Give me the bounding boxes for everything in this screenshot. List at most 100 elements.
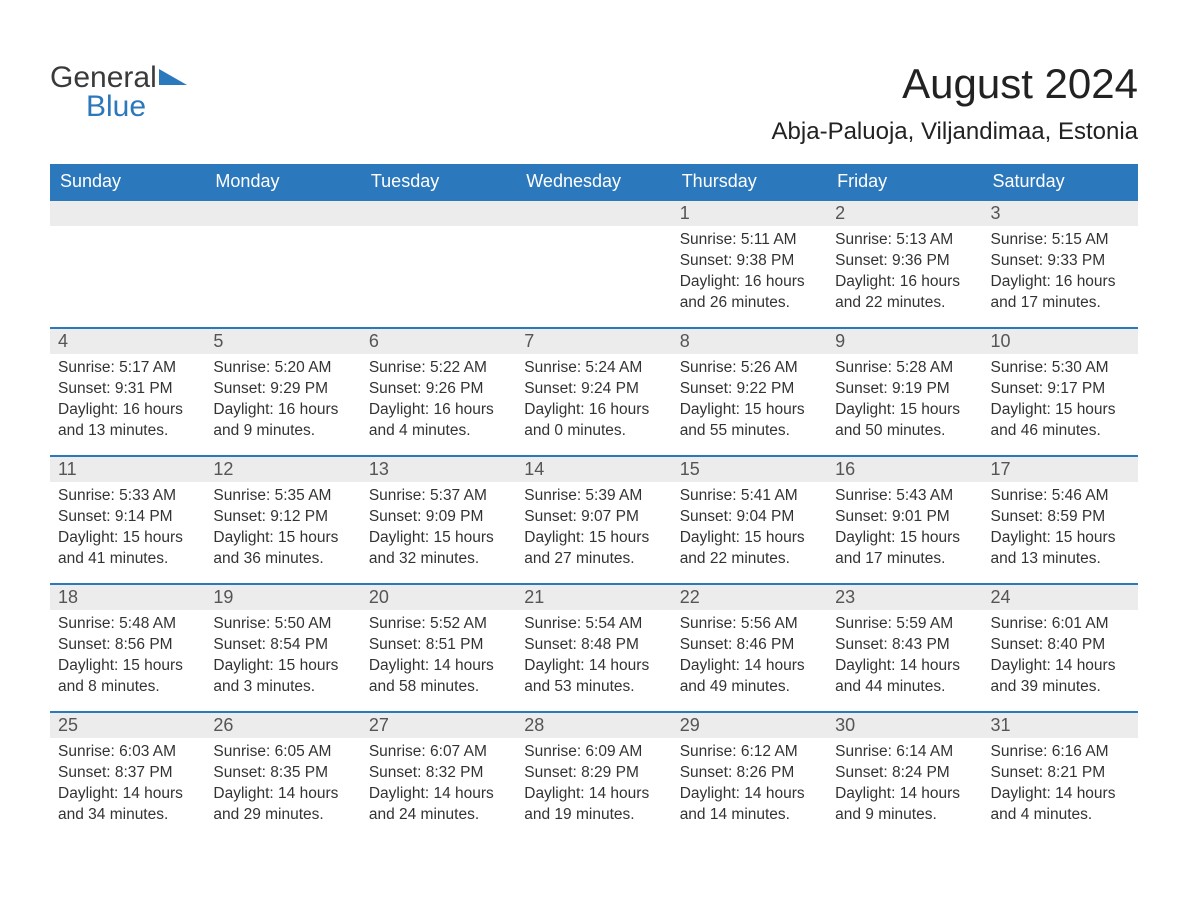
day-number: 26: [205, 713, 360, 738]
day-cell: 19Sunrise: 5:50 AMSunset: 8:54 PMDayligh…: [205, 585, 360, 711]
sunset-line: Sunset: 8:32 PM: [369, 763, 508, 784]
daylight-line: Daylight: 16 hours and 22 minutes.: [835, 272, 974, 314]
day-cell: 11Sunrise: 5:33 AMSunset: 9:14 PMDayligh…: [50, 457, 205, 583]
daylight-line: Daylight: 15 hours and 3 minutes.: [213, 656, 352, 698]
sunrise-line: Sunrise: 5:13 AM: [835, 230, 974, 251]
day-cell: 17Sunrise: 5:46 AMSunset: 8:59 PMDayligh…: [983, 457, 1138, 583]
day-number-empty: [205, 201, 360, 226]
day-cell: 24Sunrise: 6:01 AMSunset: 8:40 PMDayligh…: [983, 585, 1138, 711]
day-number: 23: [827, 585, 982, 610]
day-cell: 5Sunrise: 5:20 AMSunset: 9:29 PMDaylight…: [205, 329, 360, 455]
sunset-line: Sunset: 9:07 PM: [524, 507, 663, 528]
day-body: Sunrise: 6:12 AMSunset: 8:26 PMDaylight:…: [672, 738, 827, 836]
week-row: 11Sunrise: 5:33 AMSunset: 9:14 PMDayligh…: [50, 455, 1138, 583]
day-cell: 9Sunrise: 5:28 AMSunset: 9:19 PMDaylight…: [827, 329, 982, 455]
weeks-container: 1Sunrise: 5:11 AMSunset: 9:38 PMDaylight…: [50, 199, 1138, 839]
day-body: Sunrise: 6:07 AMSunset: 8:32 PMDaylight:…: [361, 738, 516, 836]
daylight-line: Daylight: 15 hours and 36 minutes.: [213, 528, 352, 570]
weekday-header-row: SundayMondayTuesdayWednesdayThursdayFrid…: [50, 164, 1138, 199]
day-body: Sunrise: 5:13 AMSunset: 9:36 PMDaylight:…: [827, 226, 982, 324]
sunset-line: Sunset: 9:09 PM: [369, 507, 508, 528]
daylight-line: Daylight: 16 hours and 9 minutes.: [213, 400, 352, 442]
week-row: 25Sunrise: 6:03 AMSunset: 8:37 PMDayligh…: [50, 711, 1138, 839]
sunset-line: Sunset: 8:54 PM: [213, 635, 352, 656]
daylight-line: Daylight: 16 hours and 17 minutes.: [991, 272, 1130, 314]
header: General Blue August 2024 Abja-Paluoja, V…: [50, 60, 1138, 146]
day-number: 14: [516, 457, 671, 482]
day-cell: 4Sunrise: 5:17 AMSunset: 9:31 PMDaylight…: [50, 329, 205, 455]
week-row: 4Sunrise: 5:17 AMSunset: 9:31 PMDaylight…: [50, 327, 1138, 455]
daylight-line: Daylight: 16 hours and 13 minutes.: [58, 400, 197, 442]
month-title: August 2024: [772, 60, 1138, 108]
daylight-line: Daylight: 14 hours and 24 minutes.: [369, 784, 508, 826]
day-body: Sunrise: 5:15 AMSunset: 9:33 PMDaylight:…: [983, 226, 1138, 324]
sunrise-line: Sunrise: 5:50 AM: [213, 614, 352, 635]
day-cell: 22Sunrise: 5:56 AMSunset: 8:46 PMDayligh…: [672, 585, 827, 711]
sunset-line: Sunset: 9:04 PM: [680, 507, 819, 528]
sunset-line: Sunset: 8:56 PM: [58, 635, 197, 656]
day-cell: 12Sunrise: 5:35 AMSunset: 9:12 PMDayligh…: [205, 457, 360, 583]
sunrise-line: Sunrise: 5:52 AM: [369, 614, 508, 635]
sunset-line: Sunset: 9:12 PM: [213, 507, 352, 528]
daylight-line: Daylight: 16 hours and 4 minutes.: [369, 400, 508, 442]
logo-secondary: Blue: [86, 93, 146, 122]
daylight-line: Daylight: 14 hours and 29 minutes.: [213, 784, 352, 826]
logo: General Blue: [50, 60, 189, 121]
sunrise-line: Sunrise: 5:24 AM: [524, 358, 663, 379]
day-cell: 10Sunrise: 5:30 AMSunset: 9:17 PMDayligh…: [983, 329, 1138, 455]
day-number: 20: [361, 585, 516, 610]
sunrise-line: Sunrise: 5:35 AM: [213, 486, 352, 507]
day-number: 21: [516, 585, 671, 610]
day-number-empty: [50, 201, 205, 226]
daylight-line: Daylight: 15 hours and 50 minutes.: [835, 400, 974, 442]
daylight-line: Daylight: 14 hours and 34 minutes.: [58, 784, 197, 826]
location: Abja-Paluoja, Viljandimaa, Estonia: [772, 118, 1138, 146]
day-body: Sunrise: 5:17 AMSunset: 9:31 PMDaylight:…: [50, 354, 205, 452]
daylight-line: Daylight: 15 hours and 32 minutes.: [369, 528, 508, 570]
day-body: Sunrise: 5:39 AMSunset: 9:07 PMDaylight:…: [516, 482, 671, 580]
daylight-line: Daylight: 15 hours and 46 minutes.: [991, 400, 1130, 442]
day-body: Sunrise: 5:48 AMSunset: 8:56 PMDaylight:…: [50, 610, 205, 708]
daylight-line: Daylight: 15 hours and 27 minutes.: [524, 528, 663, 570]
daylight-line: Daylight: 14 hours and 44 minutes.: [835, 656, 974, 698]
day-cell: 25Sunrise: 6:03 AMSunset: 8:37 PMDayligh…: [50, 713, 205, 839]
day-body: Sunrise: 5:52 AMSunset: 8:51 PMDaylight:…: [361, 610, 516, 708]
day-cell: 2Sunrise: 5:13 AMSunset: 9:36 PMDaylight…: [827, 201, 982, 327]
daylight-line: Daylight: 16 hours and 0 minutes.: [524, 400, 663, 442]
sunrise-line: Sunrise: 5:41 AM: [680, 486, 819, 507]
day-number: 4: [50, 329, 205, 354]
day-body: Sunrise: 6:03 AMSunset: 8:37 PMDaylight:…: [50, 738, 205, 836]
sunset-line: Sunset: 8:40 PM: [991, 635, 1130, 656]
sunrise-line: Sunrise: 5:26 AM: [680, 358, 819, 379]
day-number: 16: [827, 457, 982, 482]
day-number: 1: [672, 201, 827, 226]
weekday-header: Sunday: [50, 164, 205, 199]
day-body: Sunrise: 5:30 AMSunset: 9:17 PMDaylight:…: [983, 354, 1138, 452]
sunrise-line: Sunrise: 5:15 AM: [991, 230, 1130, 251]
sunrise-line: Sunrise: 5:33 AM: [58, 486, 197, 507]
sunrise-line: Sunrise: 6:16 AM: [991, 742, 1130, 763]
daylight-line: Daylight: 14 hours and 53 minutes.: [524, 656, 663, 698]
daylight-line: Daylight: 15 hours and 55 minutes.: [680, 400, 819, 442]
sunrise-line: Sunrise: 5:28 AM: [835, 358, 974, 379]
sunrise-line: Sunrise: 6:09 AM: [524, 742, 663, 763]
day-number: 6: [361, 329, 516, 354]
weekday-header: Wednesday: [516, 164, 671, 199]
sunrise-line: Sunrise: 6:03 AM: [58, 742, 197, 763]
sunset-line: Sunset: 9:24 PM: [524, 379, 663, 400]
sunrise-line: Sunrise: 6:07 AM: [369, 742, 508, 763]
day-cell: 28Sunrise: 6:09 AMSunset: 8:29 PMDayligh…: [516, 713, 671, 839]
sunset-line: Sunset: 8:26 PM: [680, 763, 819, 784]
day-body: Sunrise: 5:54 AMSunset: 8:48 PMDaylight:…: [516, 610, 671, 708]
day-number: 29: [672, 713, 827, 738]
day-body: Sunrise: 6:14 AMSunset: 8:24 PMDaylight:…: [827, 738, 982, 836]
sunrise-line: Sunrise: 5:17 AM: [58, 358, 197, 379]
daylight-line: Daylight: 15 hours and 13 minutes.: [991, 528, 1130, 570]
day-body: Sunrise: 5:28 AMSunset: 9:19 PMDaylight:…: [827, 354, 982, 452]
day-cell: 7 Sunrise: 5:24 AMSunset: 9:24 PMDaylight…: [516, 329, 671, 455]
sunrise-line: Sunrise: 5:22 AM: [369, 358, 508, 379]
sunset-line: Sunset: 9:31 PM: [58, 379, 197, 400]
sunset-line: Sunset: 8:46 PM: [680, 635, 819, 656]
day-number: 7: [516, 329, 671, 354]
sunset-line: Sunset: 9:14 PM: [58, 507, 197, 528]
